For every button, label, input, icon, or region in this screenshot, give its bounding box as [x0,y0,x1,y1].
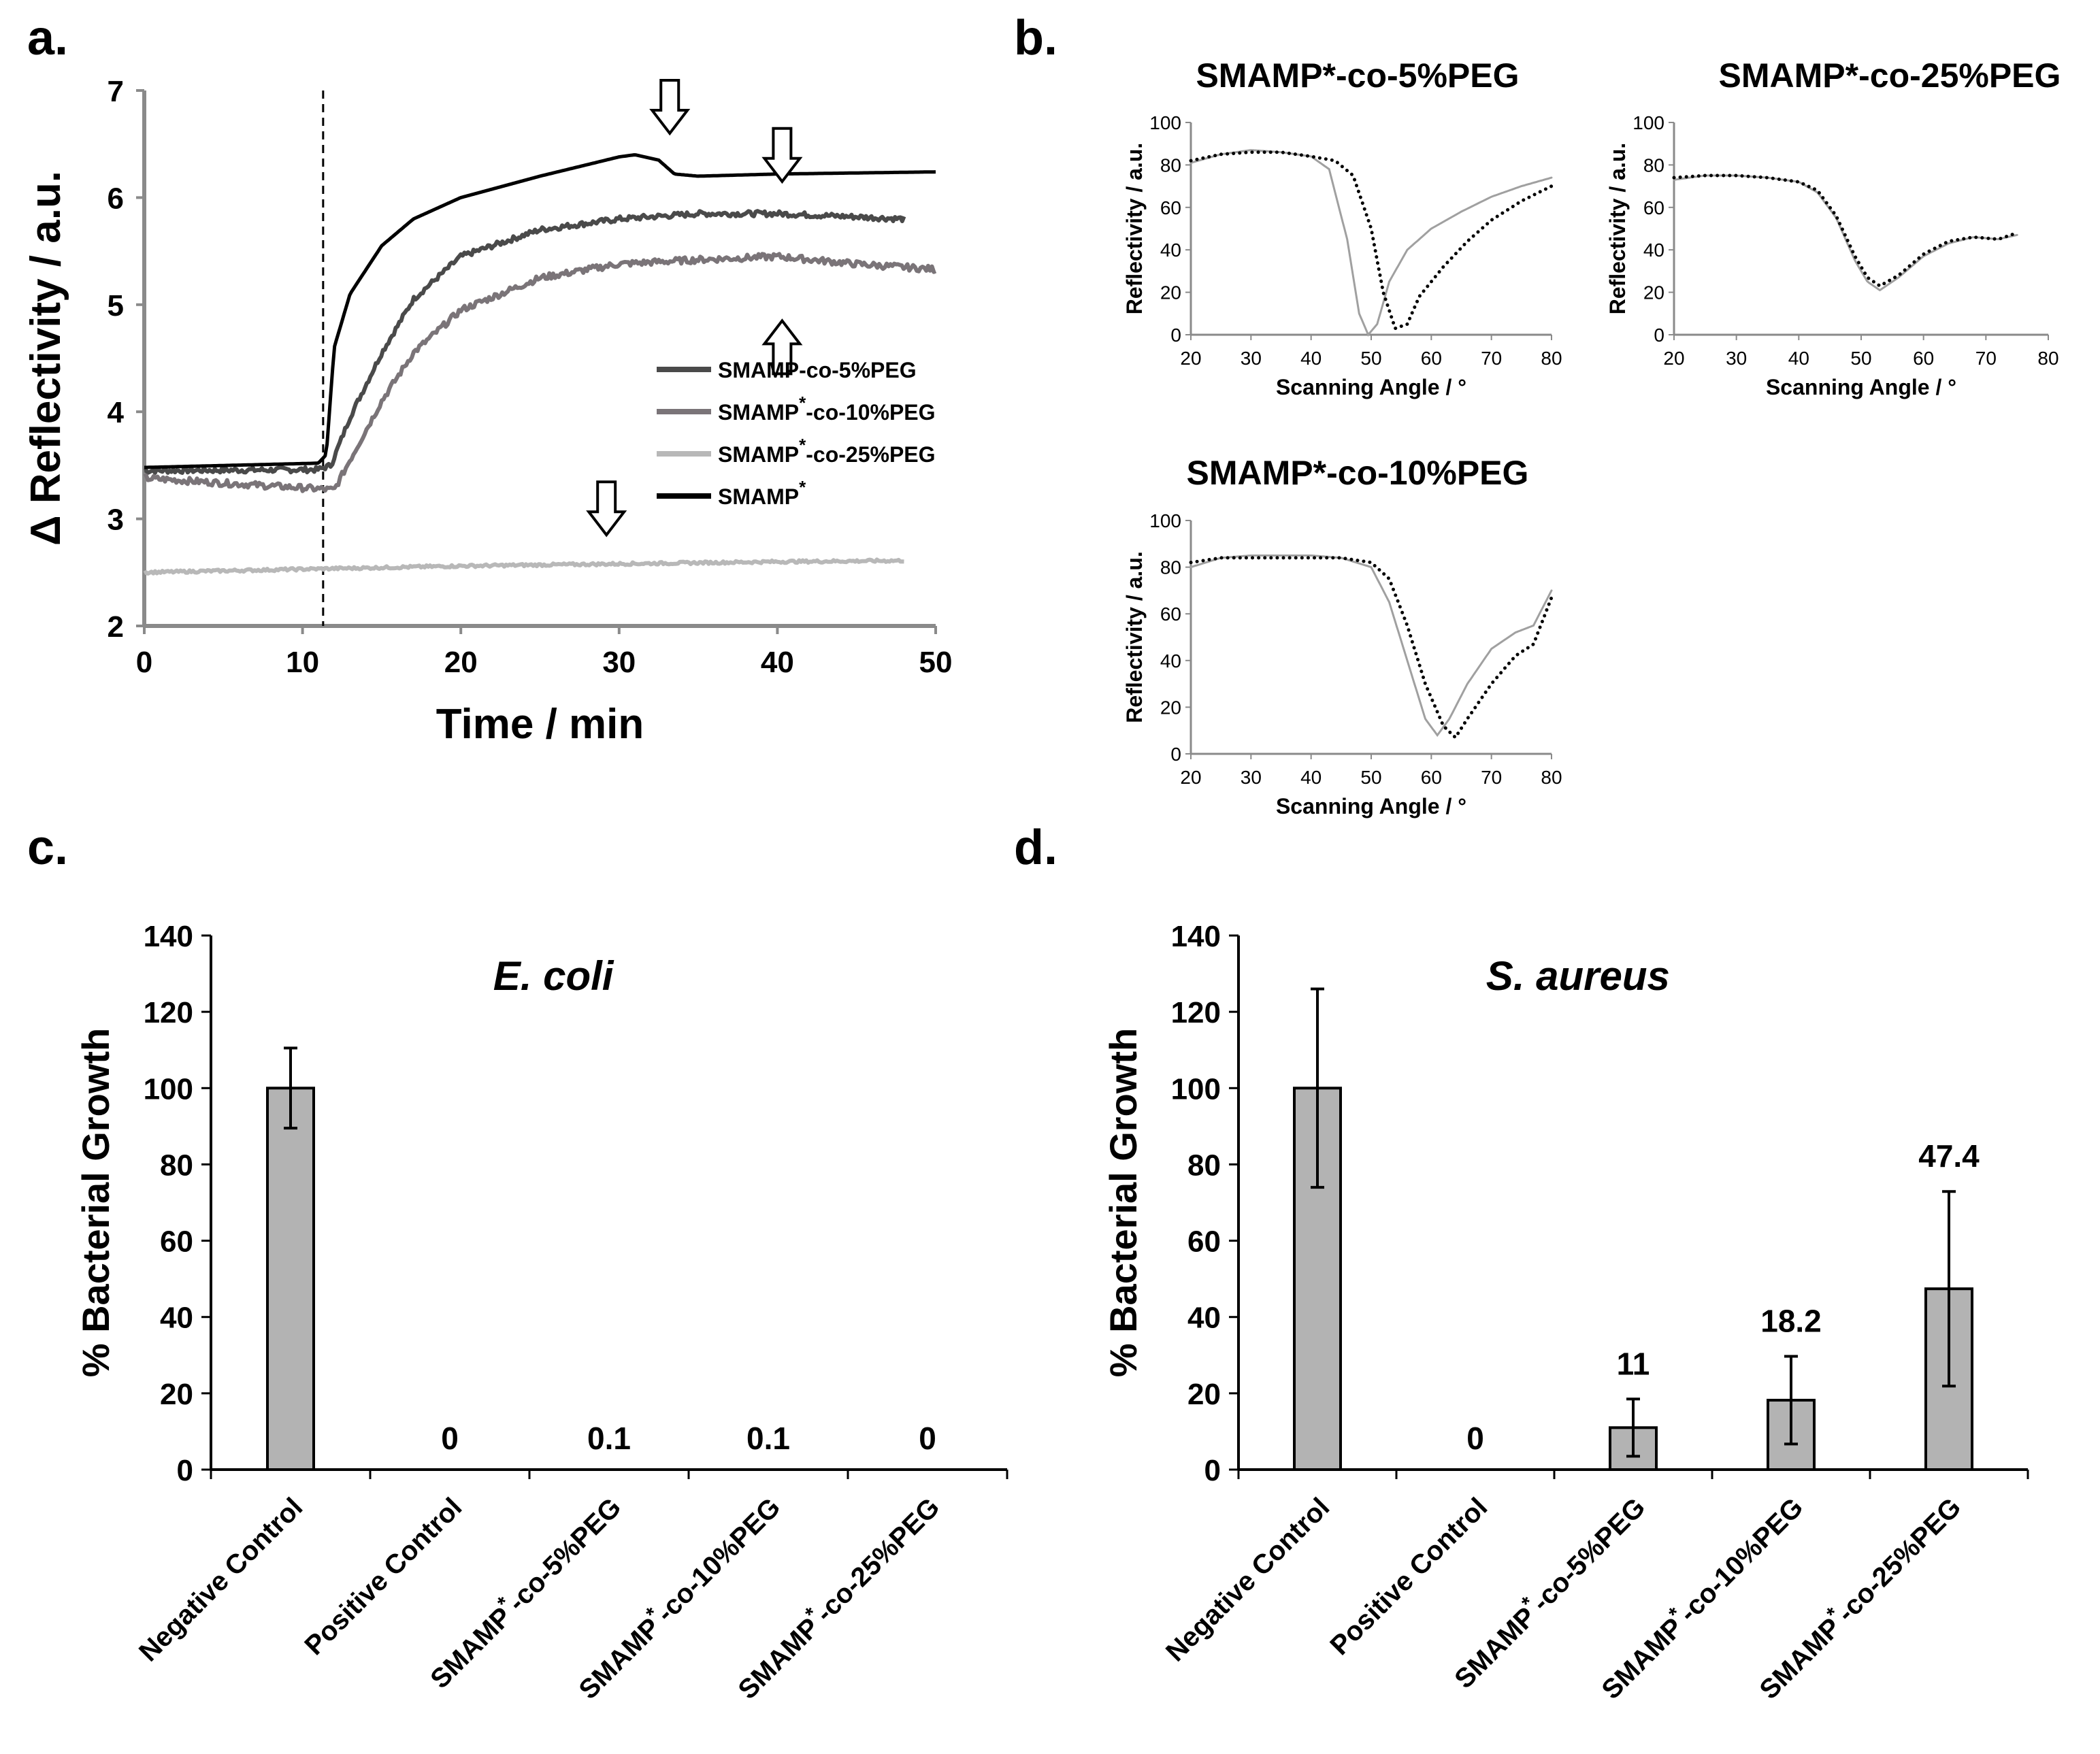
y-tick-label: 20 [160,1378,193,1411]
y-tick-label: 100 [1149,510,1181,531]
y-axis-title: Δ Reflectivity / a.u. [22,171,69,546]
x-tick-label: 70 [1481,767,1502,788]
y-tick-label: 5 [108,289,124,322]
y-tick-label: 40 [160,1302,193,1335]
y-tick-label: 40 [1643,239,1664,261]
x-axis-title: Scanning Angle / ° [1276,794,1466,818]
x-axis-title: Time / min [436,701,644,748]
y-tick-label: 20 [1160,697,1181,718]
y-tick-label: 40 [1160,239,1181,261]
y-tick-label: 100 [1149,112,1181,133]
x-tick-label: 0 [136,646,152,679]
y-tick-label: 0 [1170,744,1181,765]
y-tick-label: 4 [108,396,125,429]
y-tick-label: 0 [1204,1454,1221,1487]
y-tick-label: 80 [1160,557,1181,578]
y-tick-label: 20 [1187,1378,1221,1411]
x-tick-label: 10 [286,646,319,679]
x-tick-label: 50 [1360,348,1381,369]
y-tick-label: 0 [1654,325,1664,346]
y-axis-title: Reflectivity / a.u. [1122,551,1147,723]
y-axis-title: % Bacterial Growth [74,1028,117,1377]
bar [267,1088,314,1470]
panel-letter-c: c. [27,821,68,875]
y-tick-label: 100 [1171,1072,1221,1106]
x-tick-label: 30 [1726,348,1747,369]
y-tick-label: 6 [108,182,124,215]
figure-canvas: a. b. c. d. 2345670 10 20 30 40 50Time / minΔ… [0,0,2100,1754]
x-tick-label: 40 [1788,348,1809,369]
y-tick-label: 120 [144,996,193,1029]
x-tick-label: 30 [1241,767,1262,788]
bar-data-label: 0 [441,1421,459,1456]
bar-data-label: 47.4 [1918,1138,1980,1174]
y-tick-label: 20 [1643,282,1664,303]
x-tick-label: 60 [1913,348,1934,369]
x-tick-label: 50 [919,646,953,679]
y-tick-label: 80 [160,1148,193,1182]
x-tick-label: 80 [1541,767,1562,788]
x-tick-label: 60 [1421,767,1442,788]
x-tick-label: 50 [1850,348,1871,369]
y-tick-label: 2 [108,610,124,644]
x-tick-label: 40 [761,646,794,679]
y-tick-label: 20 [1160,282,1181,303]
y-tick-label: 0 [1170,325,1181,346]
y-axis-title: % Bacterial Growth [1102,1028,1145,1377]
bar-data-label: 11 [1617,1346,1650,1381]
x-tick-label: 20 [1180,767,1201,788]
y-tick-label: 80 [1187,1148,1221,1182]
bar-data-label: 0 [1466,1421,1484,1456]
bar-chart-title: S. aureus [1486,953,1670,999]
bar-data-label: 0 [919,1421,936,1456]
spr-panel-title: SMAMP*-co-5%PEG [1196,56,1519,95]
y-tick-label: 60 [1160,603,1181,625]
spr-panel-title: SMAMP*-co-10%PEG [1187,454,1529,492]
y-tick-label: 7 [108,75,124,108]
bar-data-label: 0.1 [587,1421,631,1456]
x-tick-label: 70 [1975,348,1997,369]
bar-data-label: 18.2 [1760,1303,1822,1338]
bar-chart-title: E. coli [493,953,614,999]
x-tick-label: 30 [602,646,636,679]
x-tick-label: 60 [1421,348,1442,369]
x-tick-label: 40 [1300,348,1322,369]
y-tick-label: 60 [1643,197,1664,218]
x-axis-title: Scanning Angle / ° [1276,375,1466,399]
panel-letter-b: b. [1014,11,1057,65]
x-tick-label: 20 [444,646,478,679]
panel-letter-a: a. [27,11,68,65]
panel-letter-d: d. [1014,821,1057,875]
x-tick-label: 40 [1300,767,1322,788]
y-tick-label: 80 [1160,154,1181,176]
y-tick-label: 0 [177,1454,193,1487]
x-tick-label: 20 [1663,348,1684,369]
y-tick-label: 140 [1171,920,1221,953]
y-axis-title: Reflectivity / a.u. [1122,143,1147,315]
y-axis-title: Reflectivity / a.u. [1605,143,1630,315]
x-tick-label: 30 [1241,348,1262,369]
x-axis-title: Scanning Angle / ° [1766,375,1956,399]
x-tick-label: 20 [1180,348,1201,369]
spr-panel-title: SMAMP*-co-25%PEG [1719,56,2061,95]
figure-background [0,0,2100,1754]
y-tick-label: 60 [160,1225,193,1259]
y-tick-label: 100 [1633,112,1664,133]
y-tick-label: 60 [1187,1225,1221,1259]
x-tick-label: 80 [1541,348,1562,369]
y-tick-label: 80 [1643,154,1664,176]
y-tick-label: 3 [108,503,124,537]
x-tick-label: 70 [1481,348,1502,369]
x-tick-label: 50 [1360,767,1381,788]
y-tick-label: 40 [1187,1302,1221,1335]
y-tick-label: 40 [1160,650,1181,672]
y-tick-label: 140 [144,920,193,953]
legend-label: SMAMP-co-5%PEG [718,358,917,382]
y-tick-label: 100 [144,1072,193,1106]
y-tick-label: 120 [1171,996,1221,1029]
x-tick-label: 80 [2037,348,2058,369]
y-tick-label: 60 [1160,197,1181,218]
bar-data-label: 0.1 [747,1421,790,1456]
